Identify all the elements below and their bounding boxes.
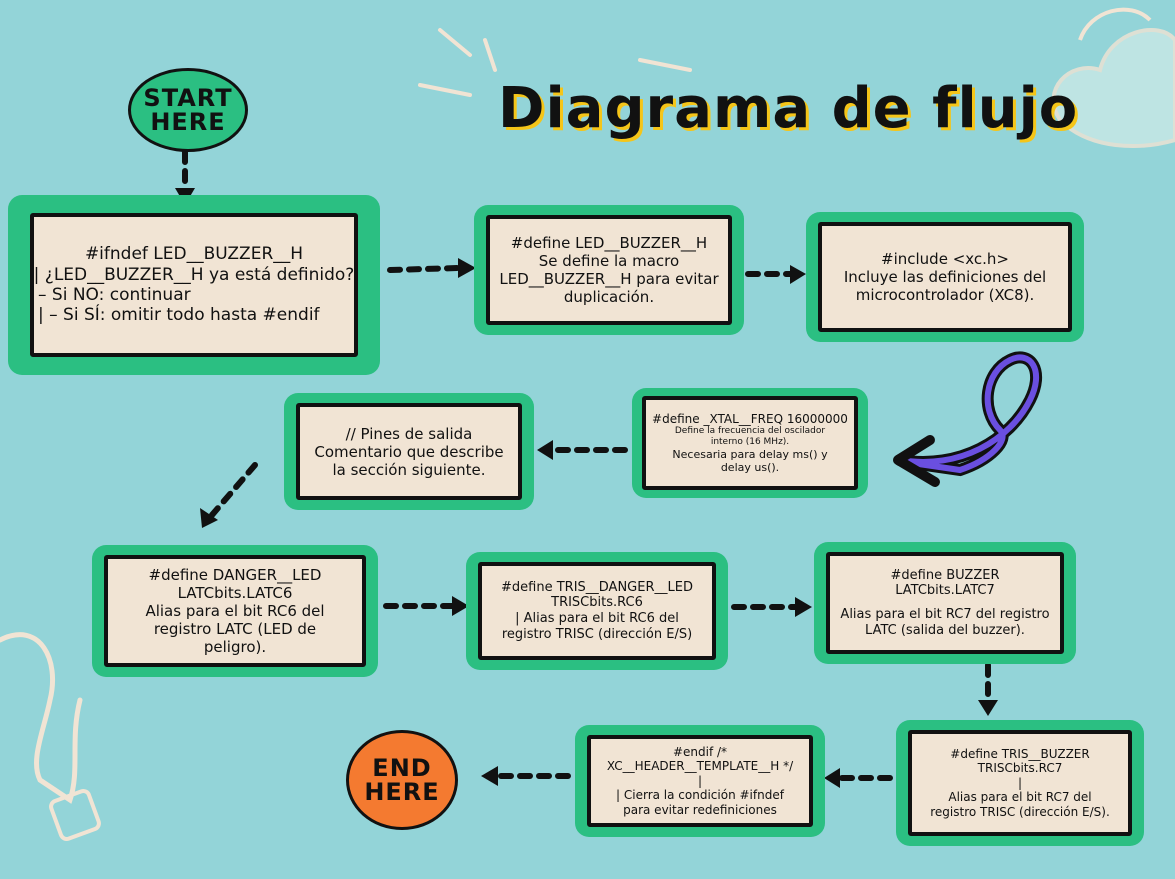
flow-box-buzzer: #define BUZZER LATCbits.LATC7 Alias para… (814, 542, 1076, 664)
flow-box-line: registro TRISC (dirección E/S). (930, 804, 1110, 819)
flow-box-content: #define LED__BUZZER__H Se define la macr… (486, 215, 732, 325)
connector-5-to-6 (209, 462, 258, 518)
flow-box-line: | (1017, 775, 1023, 790)
flow-box-line: LATCbits.LATC7 (895, 583, 995, 599)
flow-box-line: | ¿LED__BUZZER__H ya está definido? (33, 264, 355, 285)
flow-box-include-xc: #include <xc.h> Incluye las definiciones… (806, 212, 1084, 342)
flow-box-content: #define TRIS__DANGER__LED TRISCbits.RC6 … (478, 562, 716, 660)
flow-box-line: #define TRIS__BUZZER (950, 747, 1090, 762)
flow-box-line: | Cierra la condición #ifndef (616, 788, 784, 803)
flow-box-line: delay us(). (720, 460, 780, 474)
cloud-doodle (1051, 28, 1175, 148)
flow-box-line: registro LATC (LED de (153, 620, 317, 638)
flow-box-line: #include <xc.h> (881, 250, 1009, 268)
flow-box-line: – Si NO: continuar (38, 285, 191, 305)
flow-box-line: XC__HEADER__TEMPLATE__H */ (606, 759, 794, 774)
flow-box-tris-buzzer: #define TRIS__BUZZER TRISCbits.RC7 | Ali… (896, 720, 1144, 846)
flow-box-line: Alias para el bit RC6 del (145, 602, 325, 620)
flow-box-line: Alias para el bit RC7 del registro (840, 607, 1050, 622)
flow-box-line: | (697, 773, 703, 788)
flow-box-line: peligro). (203, 638, 267, 656)
flow-box-xtal-freq: #define _XTAL__FREQ 16000000 Define la f… (632, 388, 868, 498)
flow-box-line: LATCbits.LATC6 (177, 584, 293, 602)
flow-box-content: #define BUZZER LATCbits.LATC7 Alias para… (826, 552, 1064, 654)
flow-box-ifndef: #ifndef LED__BUZZER__H | ¿LED__BUZZER__H… (8, 195, 380, 375)
flow-box-line: #endif /* (672, 745, 728, 760)
flow-box-danger-led: #define DANGER__LED LATCbits.LATC6 Alias… (92, 545, 378, 677)
flow-box-line: interno (16 MHz). (710, 437, 790, 447)
flow-box-content: #define TRIS__BUZZER TRISCbits.RC7 | Ali… (908, 730, 1132, 836)
flow-box-line: LED__BUZZER__H para evitar (499, 270, 719, 288)
flow-box-content: #ifndef LED__BUZZER__H | ¿LED__BUZZER__H… (30, 213, 358, 357)
flow-box-line: Necesaria para delay ms() y (672, 447, 828, 461)
end-badge-line2: HERE (364, 778, 440, 806)
connector-1-to-2 (387, 265, 461, 273)
end-here-badge: END HERE (346, 730, 458, 830)
lightbulb-doodle (0, 632, 83, 804)
flow-box-line: microcontrolador (XC8). (855, 286, 1035, 304)
start-here-badge: START HERE (128, 68, 248, 152)
flow-box-line: Incluye las definiciones del (843, 268, 1047, 286)
flow-box-endif: #endif /* XC__HEADER__TEMPLATE__H */ | |… (575, 725, 825, 837)
flow-box-line: para evitar redefiniciones (623, 802, 777, 817)
flow-box-content: #include <xc.h> Incluye las definiciones… (818, 222, 1072, 332)
flow-box-line: la sección siguiente. (332, 460, 486, 479)
flow-box-line: TRISCbits.RC7 (977, 761, 1063, 776)
flow-box-line: Se define la macro (538, 252, 680, 270)
flow-box-line: #define _XTAL__FREQ 16000000 (652, 411, 848, 426)
flow-box-content: #define DANGER__LED LATCbits.LATC6 Alias… (104, 555, 366, 667)
flow-box-line: Define la frecuencia del oscilador (674, 426, 826, 437)
flow-box-line: // Pines de salida (345, 424, 473, 443)
flow-box-content: #define _XTAL__FREQ 16000000 Define la f… (642, 396, 858, 490)
flow-box-line: registro TRISC (dirección E/S) (501, 626, 693, 642)
flow-box-content: #endif /* XC__HEADER__TEMPLATE__H */ | |… (587, 735, 813, 827)
flow-box-line: #ifndef LED__BUZZER__H (84, 244, 304, 265)
flow-box-line: LATC (salida del buzzer). (865, 622, 1025, 638)
page-title: Diagrama de flujo (498, 76, 1079, 141)
flow-box-content: // Pines de salida Comentario que descri… (296, 403, 522, 500)
flow-box-line: #define LED__BUZZER__H (510, 234, 708, 252)
end-badge-line1: END (372, 754, 432, 782)
flow-box-define-led-buzzer: #define LED__BUZZER__H Se define la macr… (474, 205, 744, 335)
flow-box-line: #define DANGER__LED (148, 566, 322, 584)
flow-box-line: Comentario que describe (314, 442, 504, 461)
flow-box-line: duplicación. (563, 288, 655, 306)
start-badge-line1: START (143, 84, 233, 112)
flow-box-line: | Alias para el bit RC6 del (515, 611, 679, 626)
flow-box-pines-salida: // Pines de salida Comentario que descri… (284, 393, 534, 510)
flow-box-line: Alias para el bit RC7 del (948, 790, 1092, 805)
start-badge-line2: HERE (150, 108, 226, 136)
flow-box-line: #define BUZZER (890, 567, 1000, 583)
flow-box-line: | – Si SÍ: omitir todo hasta #endif (38, 305, 320, 326)
flow-box-tris-danger-led: #define TRIS__DANGER__LED TRISCbits.RC6 … (466, 552, 728, 670)
flow-box-line: TRISCbits.RC6 (551, 595, 643, 611)
flow-box-line: #define TRIS__DANGER__LED (501, 579, 693, 595)
